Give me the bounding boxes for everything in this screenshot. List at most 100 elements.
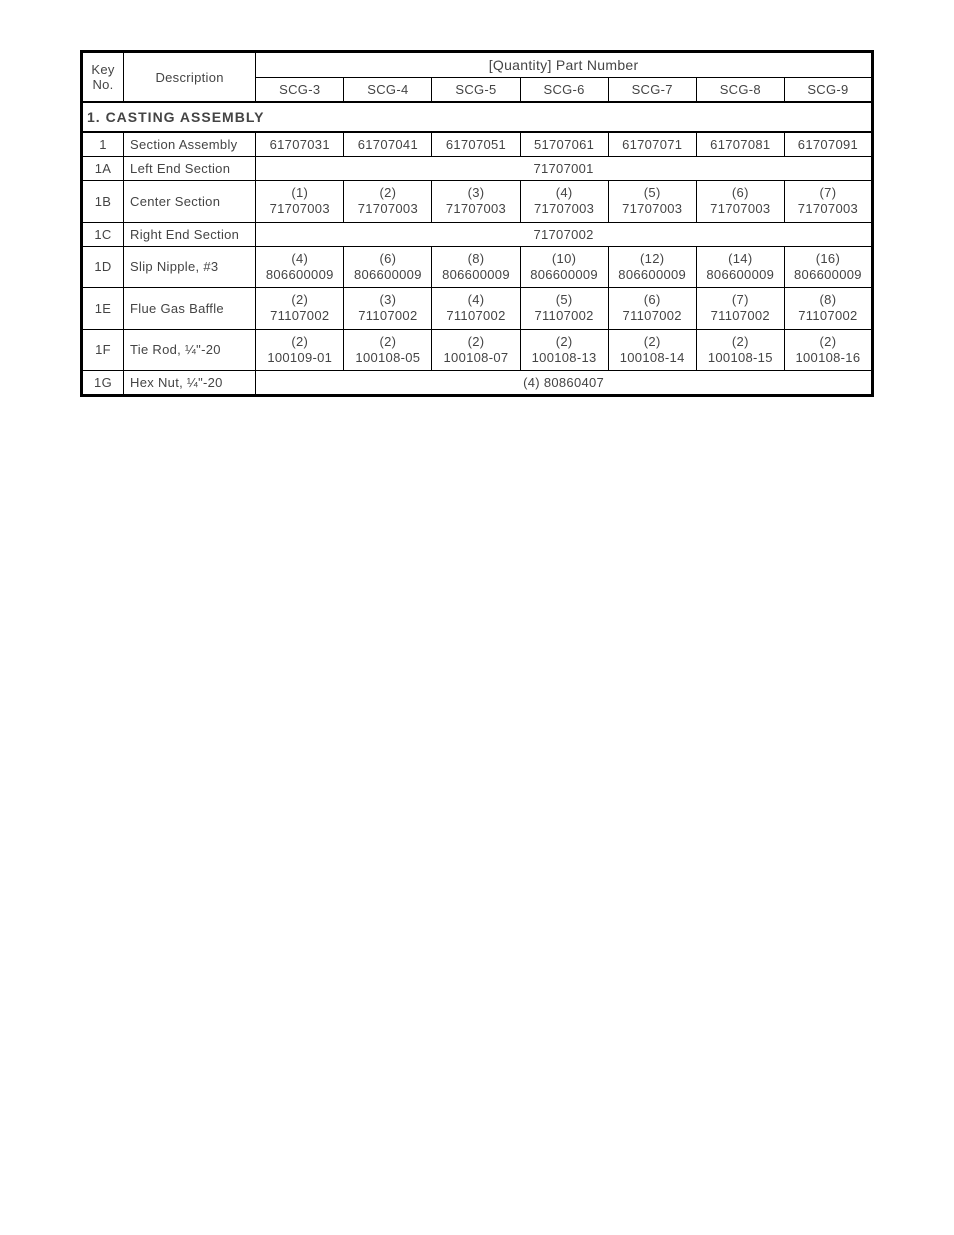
qty-label: (1) xyxy=(258,185,341,201)
part-number: 71707003 xyxy=(611,201,694,217)
description-cell: Hex Nut, ¼"-20 xyxy=(124,371,256,396)
header-model: SCG-6 xyxy=(520,78,608,103)
part-cell: (2)100108-16 xyxy=(784,329,872,371)
part-number: 71707003 xyxy=(434,201,517,217)
header-model: SCG-4 xyxy=(344,78,432,103)
qty-label: (10) xyxy=(523,251,606,267)
qty-label: (16) xyxy=(787,251,869,267)
qty-label: (7) xyxy=(787,185,869,201)
description-cell: Section Assembly xyxy=(124,132,256,157)
part-cell: (6)71107002 xyxy=(608,288,696,330)
part-cell-span: (4) 80860407 xyxy=(256,371,873,396)
part-cell: (2)100108-07 xyxy=(432,329,520,371)
key-cell: 1 xyxy=(82,132,124,157)
part-cell: (2)100108-05 xyxy=(344,329,432,371)
header-model: SCG-3 xyxy=(256,78,344,103)
part-cell: (12)806600009 xyxy=(608,246,696,288)
part-cell: (2)71707003 xyxy=(344,181,432,223)
description-cell: Center Section xyxy=(124,181,256,223)
qty-label: (3) xyxy=(346,292,429,308)
part-cell: (6)806600009 xyxy=(344,246,432,288)
qty-label: (12) xyxy=(611,251,694,267)
part-cell: 61707031 xyxy=(256,132,344,157)
part-cell: (6)71707003 xyxy=(696,181,784,223)
table-row: 1EFlue Gas Baffle(2)71107002(3)71107002(… xyxy=(82,288,873,330)
qty-label: (14) xyxy=(699,251,782,267)
qty-label: (4) xyxy=(434,292,517,308)
part-cell: (7)71707003 xyxy=(784,181,872,223)
part-cell: 61707051 xyxy=(432,132,520,157)
key-cell: 1A xyxy=(82,157,124,181)
part-cell: 61707041 xyxy=(344,132,432,157)
part-number: 100108-13 xyxy=(523,350,606,366)
description-cell: Left End Section xyxy=(124,157,256,181)
part-number: 100108-05 xyxy=(346,350,429,366)
description-cell: Slip Nipple, #3 xyxy=(124,246,256,288)
key-cell: 1C xyxy=(82,222,124,246)
qty-label: (2) xyxy=(258,334,341,350)
qty-label: (5) xyxy=(523,292,606,308)
part-number: 71707003 xyxy=(787,201,869,217)
part-number: 71107002 xyxy=(346,308,429,324)
part-number: 100108-16 xyxy=(787,350,869,366)
part-cell: (2)100108-14 xyxy=(608,329,696,371)
part-number: 100109-01 xyxy=(258,350,341,366)
qty-label: (2) xyxy=(699,334,782,350)
qty-label: (6) xyxy=(611,292,694,308)
part-cell: (1)71707003 xyxy=(256,181,344,223)
qty-label: (2) xyxy=(611,334,694,350)
part-cell: (3)71707003 xyxy=(432,181,520,223)
table-row: 1ALeft End Section71707001 xyxy=(82,157,873,181)
description-cell: Right End Section xyxy=(124,222,256,246)
part-cell: (4)71107002 xyxy=(432,288,520,330)
qty-label: (2) xyxy=(787,334,869,350)
table-row: 1GHex Nut, ¼"-20(4) 80860407 xyxy=(82,371,873,396)
table-row: 1Section Assembly61707031617070416170705… xyxy=(82,132,873,157)
qty-label: (2) xyxy=(434,334,517,350)
qty-label: (4) xyxy=(523,185,606,201)
part-number: 71107002 xyxy=(258,308,341,324)
part-cell-span: 71707001 xyxy=(256,157,873,181)
qty-label: (3) xyxy=(434,185,517,201)
description-cell: Flue Gas Baffle xyxy=(124,288,256,330)
part-cell: (3)71107002 xyxy=(344,288,432,330)
part-cell: 51707061 xyxy=(520,132,608,157)
part-cell: (14)806600009 xyxy=(696,246,784,288)
part-cell: (5)71707003 xyxy=(608,181,696,223)
qty-label: (2) xyxy=(258,292,341,308)
part-cell: (7)71107002 xyxy=(696,288,784,330)
header-model: SCG-7 xyxy=(608,78,696,103)
part-number: 71107002 xyxy=(434,308,517,324)
part-cell: (4)71707003 xyxy=(520,181,608,223)
section-title: 1. CASTING ASSEMBLY xyxy=(82,102,873,132)
key-cell: 1F xyxy=(82,329,124,371)
key-cell: 1E xyxy=(82,288,124,330)
part-cell: (2)100108-15 xyxy=(696,329,784,371)
part-number: 806600009 xyxy=(699,267,782,283)
parts-table: Key No. Description [Quantity] Part Numb… xyxy=(80,50,874,397)
part-cell: (2)100109-01 xyxy=(256,329,344,371)
part-number: 100108-07 xyxy=(434,350,517,366)
header-model: SCG-8 xyxy=(696,78,784,103)
part-cell: (5)71107002 xyxy=(520,288,608,330)
qty-label: (6) xyxy=(699,185,782,201)
part-number: 71107002 xyxy=(611,308,694,324)
key-cell: 1G xyxy=(82,371,124,396)
part-number: 71707003 xyxy=(699,201,782,217)
part-cell: (2)100108-13 xyxy=(520,329,608,371)
part-number: 71707003 xyxy=(523,201,606,217)
part-number: 806600009 xyxy=(346,267,429,283)
part-number: 71107002 xyxy=(787,308,869,324)
qty-label: (2) xyxy=(523,334,606,350)
part-number: 71107002 xyxy=(523,308,606,324)
part-cell: 61707091 xyxy=(784,132,872,157)
key-cell: 1D xyxy=(82,246,124,288)
qty-label: (2) xyxy=(346,185,429,201)
part-number: 71707003 xyxy=(258,201,341,217)
header-model: SCG-5 xyxy=(432,78,520,103)
qty-label: (8) xyxy=(787,292,869,308)
part-number: 806600009 xyxy=(258,267,341,283)
part-cell: (4)806600009 xyxy=(256,246,344,288)
part-cell: 61707081 xyxy=(696,132,784,157)
part-cell: (16)806600009 xyxy=(784,246,872,288)
